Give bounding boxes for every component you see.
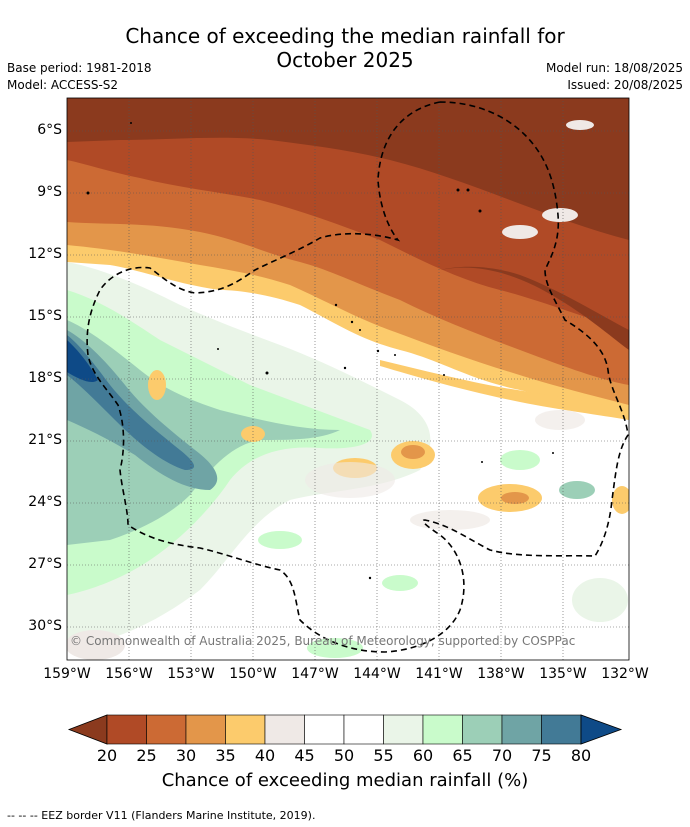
graticule bbox=[67, 98, 629, 660]
longitude-label: 138°W bbox=[477, 666, 525, 682]
model-run-text: Model run: 18/08/2025 bbox=[545, 61, 683, 75]
wet-band-70 bbox=[67, 320, 340, 545]
colorbar-label: Chance of exceeding median rainfall (%) bbox=[161, 770, 529, 791]
base-period-text: Base period: 1981-2018 bbox=[7, 61, 152, 75]
dry-core bbox=[67, 98, 629, 240]
eez-legend-note: -- -- -- EEZ border V11 (Flanders Marine… bbox=[7, 809, 316, 822]
colorbar-segment bbox=[146, 714, 187, 745]
eez-border bbox=[86, 101, 629, 653]
colorbar-extend-low bbox=[67, 714, 108, 745]
colorbar bbox=[67, 714, 623, 745]
colorbar-segment bbox=[343, 714, 384, 745]
wet-core bbox=[67, 340, 98, 383]
colorbar-tick-label: 45 bbox=[294, 746, 315, 765]
longitude-label: 144°W bbox=[353, 666, 401, 682]
copyright-text: © Commonwealth of Australia 2025, Bureau… bbox=[70, 634, 576, 648]
latitude-label: 24°S bbox=[28, 494, 62, 510]
colorbar-tick-label: 55 bbox=[373, 746, 394, 765]
latitude-label: 15°S bbox=[28, 308, 62, 324]
colorbar-extend-high bbox=[580, 714, 623, 745]
colorbar-segment bbox=[225, 714, 266, 745]
colorbar-tick-label: 30 bbox=[175, 746, 197, 765]
map-title-line2: October 2025 bbox=[276, 48, 414, 72]
longitude-label: 135°W bbox=[539, 666, 587, 682]
islands bbox=[86, 122, 554, 580]
colorbar-tick-label: 70 bbox=[491, 746, 513, 765]
colorbar-segment bbox=[383, 714, 424, 745]
colorbar-tick-label: 40 bbox=[254, 746, 276, 765]
longitude-label: 147°W bbox=[291, 666, 339, 682]
longitude-label: 159°W bbox=[43, 666, 91, 682]
longitude-label: 141°W bbox=[415, 666, 463, 682]
latitude-label: 18°S bbox=[28, 370, 62, 386]
colorbar-tick-label: 35 bbox=[215, 746, 236, 765]
dry-band-lower bbox=[380, 360, 629, 420]
latitude-label: 27°S bbox=[28, 556, 62, 572]
colorbar-tick-label: 25 bbox=[136, 746, 157, 765]
dry-patch-east bbox=[440, 266, 629, 350]
latitude-label: 9°S bbox=[37, 184, 62, 200]
longitude-label: 150°W bbox=[229, 666, 277, 682]
colorbar-segment bbox=[541, 714, 582, 745]
wet-band-80 bbox=[67, 335, 195, 470]
colorbar-tick-label: 75 bbox=[531, 746, 552, 765]
colorbar-segment bbox=[422, 714, 463, 745]
colorbar-segment bbox=[185, 714, 226, 745]
colorbar-tick-label: 65 bbox=[452, 746, 473, 765]
model-text: Model: ACCESS-S2 bbox=[7, 78, 119, 92]
colorbar-tick-label: 20 bbox=[96, 746, 118, 765]
colorbar-tick-label: 50 bbox=[333, 746, 355, 765]
longitude-label: 153°W bbox=[167, 666, 215, 682]
colorbar-segment bbox=[304, 714, 345, 745]
colorbar-segment bbox=[264, 714, 305, 745]
colorbar-tick-label: 60 bbox=[412, 746, 434, 765]
latitude-label: 21°S bbox=[28, 432, 62, 448]
rainfall-probability-map bbox=[67, 98, 629, 660]
latitude-label: 6°S bbox=[37, 122, 62, 138]
longitude-label: 156°W bbox=[105, 666, 153, 682]
latitude-label: 12°S bbox=[28, 246, 62, 262]
issued-text: Issued: 20/08/2025 bbox=[567, 78, 683, 92]
colorbar-segment bbox=[501, 714, 542, 745]
map-title-line1: Chance of exceeding the median rainfall … bbox=[125, 24, 565, 48]
latitude-label: 30°S bbox=[28, 618, 62, 634]
colorbar-tick-label: 80 bbox=[570, 746, 592, 765]
longitude-label: 132°W bbox=[601, 666, 649, 682]
colorbar-segment bbox=[462, 714, 503, 745]
colorbar-segment bbox=[106, 714, 147, 745]
